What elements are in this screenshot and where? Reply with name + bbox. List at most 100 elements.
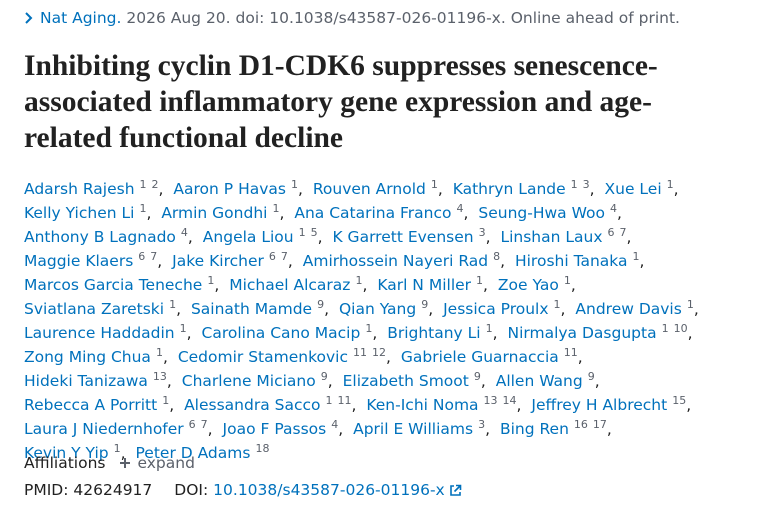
author-name[interactable]: Marcos Garcia Teneche	[24, 276, 203, 294]
author-name[interactable]: Allen Wang	[495, 372, 583, 390]
affiliation-ref[interactable]: 1	[139, 178, 147, 191]
affiliation-ref[interactable]: 1	[325, 394, 333, 407]
author-name[interactable]: Aaron P Havas	[173, 180, 286, 198]
affiliation-ref[interactable]: 1	[430, 178, 438, 191]
author-name[interactable]: Michael Alcaraz	[229, 276, 351, 294]
author-name[interactable]: Ana Catarina Franco	[294, 204, 452, 222]
author-name[interactable]: Laurence Haddadin	[24, 324, 175, 342]
author-name[interactable]: Amirhossein Nayeri Rad	[302, 252, 489, 270]
affiliation-ref[interactable]: 6	[188, 418, 196, 431]
affiliation-ref[interactable]: 11	[563, 346, 578, 359]
affiliation-ref[interactable]: 18	[255, 442, 270, 455]
author-name[interactable]: Zong Ming Chua	[24, 348, 151, 366]
affiliation-ref[interactable]: 1	[272, 202, 280, 215]
affiliation-ref[interactable]: 1	[485, 322, 493, 335]
affiliation-ref[interactable]: 13	[483, 394, 498, 407]
author-name[interactable]: Rouven Arnold	[312, 180, 426, 198]
author-name[interactable]: Ken-Ichi Noma	[366, 396, 479, 414]
affiliation-ref[interactable]: 1	[632, 250, 640, 263]
affiliation-ref[interactable]: 14	[502, 394, 517, 407]
affiliation-ref[interactable]: 7	[150, 250, 158, 263]
author-name[interactable]: Hiroshi Tanaka	[514, 252, 628, 270]
author-name[interactable]: Qian Yang	[338, 300, 417, 318]
affiliation-ref[interactable]: 13	[152, 370, 167, 383]
author-name[interactable]: Alessandra Sacco	[184, 396, 321, 414]
affiliation-ref[interactable]: 11	[337, 394, 352, 407]
author-name[interactable]: Maggie Klaers	[24, 252, 134, 270]
author-name[interactable]: Joao F Passos	[222, 420, 327, 438]
affiliation-ref[interactable]: 5	[310, 226, 318, 239]
author-name[interactable]: Anthony B Lagnado	[24, 228, 176, 246]
chevron-icon[interactable]	[24, 12, 34, 24]
affiliation-ref[interactable]: 1	[290, 178, 298, 191]
author-name[interactable]: Elizabeth Smoot	[342, 372, 469, 390]
author-name[interactable]: Jake Kircher	[172, 252, 264, 270]
author-name[interactable]: April E Williams	[353, 420, 474, 438]
author-name[interactable]: Laura J Niedernhofer	[24, 420, 184, 438]
affiliation-ref[interactable]: 7	[619, 226, 627, 239]
author-name[interactable]: Sviatlana Zaretski	[24, 300, 165, 318]
affiliation-ref[interactable]: 3	[478, 226, 486, 239]
affiliation-ref[interactable]: 9	[317, 298, 325, 311]
affiliation-ref[interactable]: 1	[207, 274, 215, 287]
author-name[interactable]: Zoe Yao	[497, 276, 559, 294]
affiliation-ref[interactable]: 1	[365, 322, 373, 335]
affiliation-ref[interactable]: 9	[320, 370, 328, 383]
author-name[interactable]: Armin Gondhi	[161, 204, 268, 222]
affiliation-ref[interactable]: 9	[587, 370, 595, 383]
affiliation-ref[interactable]: 1	[355, 274, 363, 287]
affiliation-ref[interactable]: 1	[179, 322, 187, 335]
affiliation-ref[interactable]: 1	[139, 202, 147, 215]
author-name[interactable]: Angela Liou	[202, 228, 294, 246]
affiliation-ref[interactable]: 16	[573, 418, 588, 431]
author-name[interactable]: Rebecca A Porritt	[24, 396, 158, 414]
affiliation-ref[interactable]: 6	[268, 250, 276, 263]
affiliation-ref[interactable]: 10	[673, 322, 688, 335]
journal-link[interactable]: Nat Aging.	[40, 9, 122, 27]
affiliation-ref[interactable]: 1	[476, 274, 484, 287]
author-name[interactable]: Nirmalya Dasgupta	[507, 324, 657, 342]
affiliation-ref[interactable]: 15	[672, 394, 687, 407]
author-name[interactable]: Charlene Miciano	[181, 372, 316, 390]
author-name[interactable]: Gabriele Guarnaccia	[400, 348, 559, 366]
author-name[interactable]: Kelly Yichen Li	[24, 204, 135, 222]
affiliation-ref[interactable]: 1	[113, 442, 121, 455]
affiliation-ref[interactable]: 1	[169, 298, 177, 311]
author-name[interactable]: Andrew Davis	[575, 300, 682, 318]
doi-link[interactable]: 10.1038/s43587-026-01196-x	[213, 481, 462, 499]
author-name[interactable]: Jessica Proulx	[443, 300, 549, 318]
affiliation-ref[interactable]: 6	[138, 250, 146, 263]
author-name[interactable]: Peter D Adams	[135, 444, 251, 462]
affiliation-ref[interactable]: 1	[666, 178, 674, 191]
affiliation-ref[interactable]: 4	[610, 202, 617, 215]
author-name[interactable]: Karl N Miller	[377, 276, 472, 294]
author-name[interactable]: Adarsh Rajesh	[24, 180, 135, 198]
affiliation-ref[interactable]: 4	[331, 418, 339, 431]
author-name[interactable]: Xue Lei	[604, 180, 662, 198]
affiliation-ref[interactable]: 4	[456, 202, 464, 215]
author-name[interactable]: Linshan Laux	[500, 228, 603, 246]
affiliation-ref[interactable]: 1	[570, 178, 578, 191]
author-name[interactable]: Cedomir Stamenkovic	[177, 348, 348, 366]
author-name[interactable]: Kevin Y Yip	[24, 444, 109, 462]
affiliation-ref[interactable]: 4	[180, 226, 188, 239]
author-name[interactable]: Brightany Li	[387, 324, 481, 342]
affiliation-ref[interactable]: 2	[151, 178, 159, 191]
author-name[interactable]: Sainath Mamde	[190, 300, 313, 318]
author-name[interactable]: Jeffrey H Albrecht	[531, 396, 668, 414]
affiliation-ref[interactable]: 17	[592, 418, 607, 431]
affiliation-ref[interactable]: 6	[607, 226, 615, 239]
author-name[interactable]: Bing Ren	[499, 420, 569, 438]
affiliation-ref[interactable]: 7	[200, 418, 208, 431]
affiliation-ref[interactable]: 7	[280, 250, 288, 263]
author-name[interactable]: Hideki Tanizawa	[24, 372, 148, 390]
author-name[interactable]: Carolina Cano Macip	[201, 324, 361, 342]
author-name[interactable]: Seung-Hwa Woo	[478, 204, 605, 222]
affiliation-ref[interactable]: 1	[686, 298, 694, 311]
affiliation-ref[interactable]: 1	[155, 346, 163, 359]
affiliation-ref[interactable]: 1	[298, 226, 306, 239]
affiliation-ref[interactable]: 11	[352, 346, 367, 359]
affiliation-ref[interactable]: 8	[493, 250, 501, 263]
affiliation-ref[interactable]: 12	[371, 346, 386, 359]
author-name[interactable]: Kathryn Lande	[452, 180, 566, 198]
